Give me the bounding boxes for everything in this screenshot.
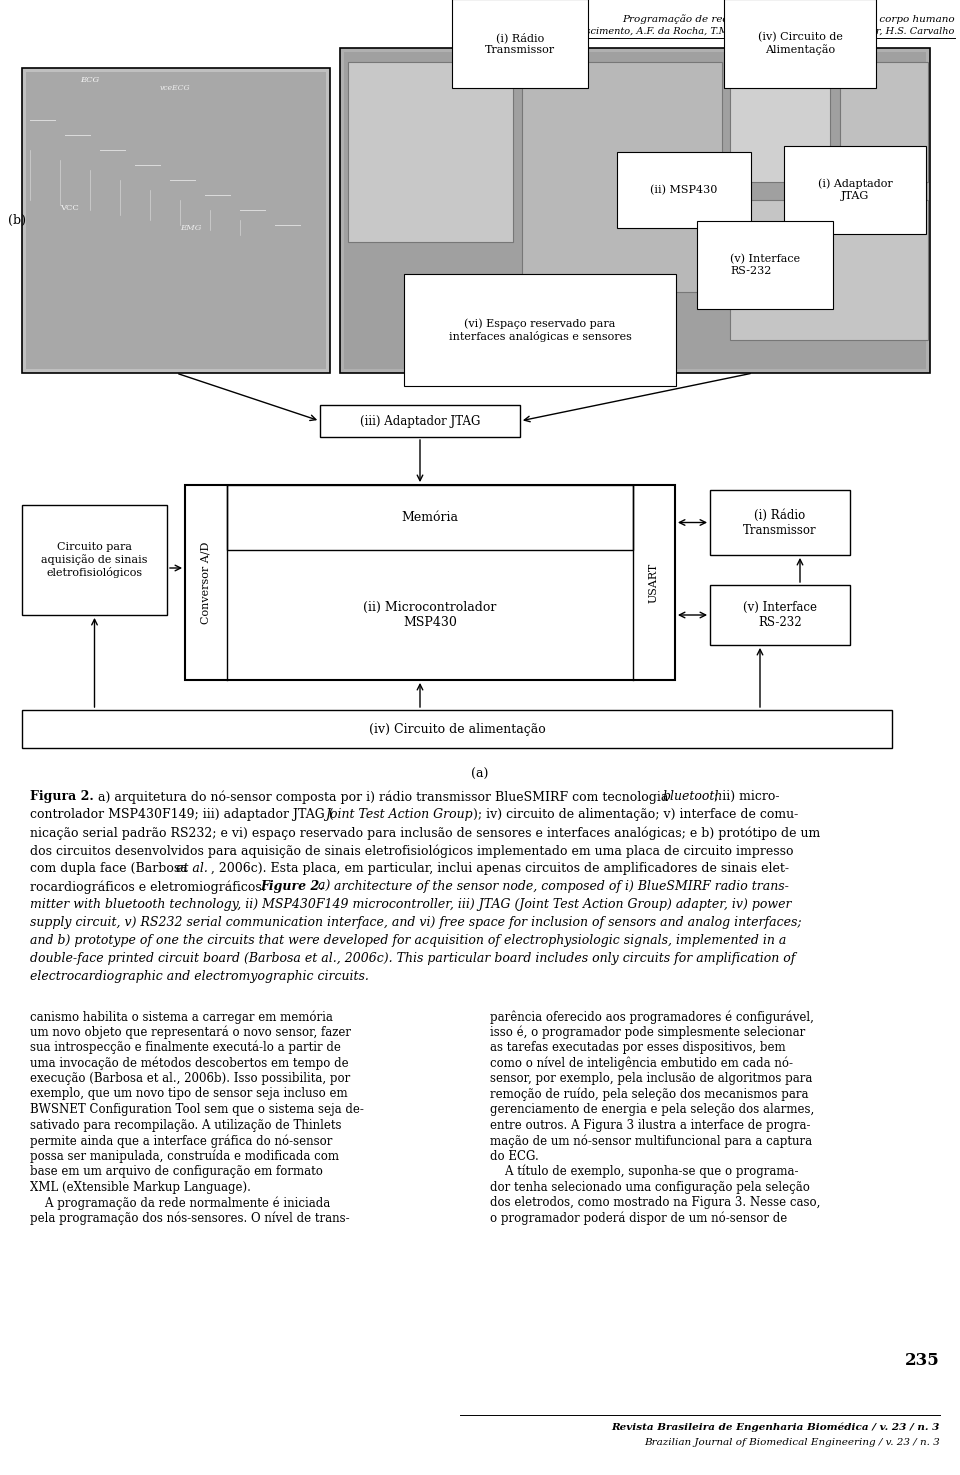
Text: (vi) Espaço reservado para
interfaces analógicas e sensores: (vi) Espaço reservado para interfaces an…	[448, 319, 632, 342]
Text: , 2006c). Esta placa, em particular, inclui apenas circuitos de amplificadores d: , 2006c). Esta placa, em particular, inc…	[211, 861, 789, 875]
Text: bluetooth: bluetooth	[662, 791, 722, 802]
Text: como o nível de inteligência embutido em cada nó-: como o nível de inteligência embutido em…	[490, 1056, 793, 1069]
Text: Conversor A/D: Conversor A/D	[201, 541, 211, 624]
Text: entre outros. A Figura 3 ilustra a interface de progra-: entre outros. A Figura 3 ilustra a inter…	[490, 1118, 810, 1131]
Text: sativado para recompilação. A utilização de Thinlets: sativado para recompilação. A utilização…	[30, 1118, 342, 1131]
Bar	[730, 62, 830, 181]
Text: (b): (b)	[8, 214, 26, 227]
Text: Memória: Memória	[401, 510, 459, 524]
Text: electrocardiographic and electromyographic circuits.: electrocardiographic and electromyograph…	[30, 971, 369, 982]
Text: Circuito para
aquisição de sinais
eletrofisiológicos: Circuito para aquisição de sinais eletro…	[41, 543, 148, 578]
Text: dos eletrodos, como mostrado na Figura 3. Nesse caso,: dos eletrodos, como mostrado na Figura 3…	[490, 1196, 821, 1210]
Text: A título de exemplo, suponha-se que o programa-: A título de exemplo, suponha-se que o pr…	[490, 1165, 799, 1179]
Text: canismo habilita o sistema a carregar em memória: canismo habilita o sistema a carregar em…	[30, 1010, 333, 1024]
Text: sensor, por exemplo, pela inclusão de algoritmos para: sensor, por exemplo, pela inclusão de al…	[490, 1072, 812, 1086]
Text: Figura 2.: Figura 2.	[30, 791, 94, 802]
Text: mação de um nó-sensor multifuncional para a captura: mação de um nó-sensor multifuncional par…	[490, 1134, 812, 1148]
Text: and b) prototype of one the circuits that were developed for acquisition of elec: and b) prototype of one the circuits tha…	[30, 934, 786, 947]
Bar	[348, 62, 513, 242]
Bar	[344, 52, 926, 369]
Text: A programação da rede normalmente é iniciada: A programação da rede normalmente é inic…	[30, 1196, 330, 1210]
Text: exemplo, que um novo tipo de sensor seja incluso em: exemplo, que um novo tipo de sensor seja…	[30, 1087, 348, 1100]
Text: remoção de ruído, pela seleção dos mecanismos para: remoção de ruído, pela seleção dos mecan…	[490, 1087, 808, 1100]
Text: 235: 235	[905, 1353, 940, 1369]
Text: USART: USART	[649, 562, 659, 603]
Text: ; ii) micro-: ; ii) micro-	[714, 791, 780, 802]
Text: (i) Adaptador
JTAG: (i) Adaptador JTAG	[818, 178, 893, 201]
Bar	[227, 485, 633, 550]
Bar	[22, 504, 167, 615]
Text: EMG: EMG	[180, 224, 202, 232]
Bar	[185, 485, 675, 680]
Text: architecture of the sensor node, composed of i) BlueSMIRF radio trans-: architecture of the sensor node, compose…	[334, 881, 789, 892]
Text: o programador poderá dispor de um nó-sensor de: o programador poderá dispor de um nó-sen…	[490, 1211, 787, 1226]
Text: a): a)	[318, 881, 334, 892]
Bar	[730, 201, 928, 341]
Bar	[320, 406, 520, 437]
Bar	[22, 68, 330, 373]
Text: dor tenha selecionado uma configuração pela seleção: dor tenha selecionado uma configuração p…	[490, 1180, 810, 1193]
Text: Figure 2.: Figure 2.	[260, 881, 324, 892]
Text: mitter with bluetooth technology, ii) MSP430F149 microcontroller, iii) JTAG (Joi: mitter with bluetooth technology, ii) MS…	[30, 898, 791, 912]
Text: vceECG: vceECG	[160, 84, 191, 91]
Text: com dupla face (Barbosa: com dupla face (Barbosa	[30, 861, 192, 875]
Bar	[840, 62, 928, 181]
Text: Revista Brasileira de Engenharia Biomédica / v. 23 / n. 3: Revista Brasileira de Engenharia Biomédi…	[612, 1422, 940, 1432]
Text: Brazilian Journal of Biomedical Engineering / v. 23 / n. 3: Brazilian Journal of Biomedical Engineer…	[644, 1438, 940, 1447]
Text: VCC: VCC	[60, 204, 79, 212]
Text: pela programação dos nós-sensores. O nível de trans-: pela programação dos nós-sensores. O nív…	[30, 1211, 349, 1226]
Text: uma invocação de métodos descobertos em tempo de: uma invocação de métodos descobertos em …	[30, 1056, 348, 1069]
Text: ECG: ECG	[80, 77, 99, 84]
Bar	[22, 709, 892, 748]
Text: F.A.O. Nascimento, A.F. da Rocha, T.M.G.A. Barbosa, I.G. Sene Junior, H.S. Carva: F.A.O. Nascimento, A.F. da Rocha, T.M.G.…	[540, 27, 955, 35]
Bar	[522, 62, 722, 292]
Text: dos circuitos desenvolvidos para aquisição de sinais eletrofisiológicos implemen: dos circuitos desenvolvidos para aquisiç…	[30, 844, 794, 857]
Text: (v) Interface
RS-232: (v) Interface RS-232	[743, 600, 817, 628]
Text: et al.: et al.	[176, 861, 208, 875]
Text: BWSNET Configuration Tool sem que o sistema seja de-: BWSNET Configuration Tool sem que o sist…	[30, 1103, 364, 1117]
Text: parência oferecido aos programadores é configurável,: parência oferecido aos programadores é c…	[490, 1010, 814, 1024]
Bar	[340, 49, 930, 373]
Text: (v) Interface
RS-232: (v) Interface RS-232	[730, 254, 800, 276]
Text: (i) Rádio
Transmissor: (i) Rádio Transmissor	[743, 509, 817, 537]
Text: ); iv) circuito de alimentação; v) interface de comu-: ); iv) circuito de alimentação; v) inter…	[473, 808, 799, 822]
Text: (a): (a)	[471, 768, 489, 780]
Text: controlador MSP430F149; iii) adaptador JTAG (: controlador MSP430F149; iii) adaptador J…	[30, 808, 334, 822]
Text: isso é, o programador pode simplesmente selecionar: isso é, o programador pode simplesmente …	[490, 1025, 805, 1038]
Text: possa ser manipulada, construída e modificada com: possa ser manipulada, construída e modif…	[30, 1149, 339, 1162]
Text: base em um arquivo de configuração em formato: base em um arquivo de configuração em fo…	[30, 1165, 323, 1179]
Text: rocardiográficos e eletromiográficos.: rocardiográficos e eletromiográficos.	[30, 881, 270, 894]
Text: (ii) Microcontrolador
MSP430: (ii) Microcontrolador MSP430	[363, 600, 496, 628]
Text: double-face printed circuit board (Barbosa et al., 2006c). This particular board: double-face printed circuit board (Barbo…	[30, 951, 796, 965]
Bar	[710, 490, 850, 555]
Text: (ii) MSP430: (ii) MSP430	[650, 184, 717, 195]
Text: Programação de redes de sensores utilizadas no corpo humano: Programação de redes de sensores utiliza…	[622, 13, 955, 24]
Bar	[26, 72, 326, 369]
Text: (iv) Circuito de alimentação: (iv) Circuito de alimentação	[369, 723, 545, 736]
Text: execução (Barbosa et al., 2006b). Isso possibilita, por: execução (Barbosa et al., 2006b). Isso p…	[30, 1072, 350, 1086]
Text: permite ainda que a interface gráfica do nó-sensor: permite ainda que a interface gráfica do…	[30, 1134, 332, 1148]
Text: Joint Test Action Group: Joint Test Action Group	[325, 808, 472, 822]
Text: um novo objeto que representará o novo sensor, fazer: um novo objeto que representará o novo s…	[30, 1025, 351, 1038]
Text: nicação serial padrão RS232; e vi) espaço reservado para inclusão de sensores e : nicação serial padrão RS232; e vi) espaç…	[30, 826, 820, 839]
Text: (iv) Circuito de
Alimentação: (iv) Circuito de Alimentação	[757, 32, 843, 55]
Text: do ECG.: do ECG.	[490, 1149, 539, 1162]
Text: gerenciamento de energia e pela seleção dos alarmes,: gerenciamento de energia e pela seleção …	[490, 1103, 814, 1117]
Text: sua introspecção e finalmente executá-lo a partir de: sua introspecção e finalmente executá-lo…	[30, 1041, 341, 1055]
Text: supply circuit, v) RS232 serial communication interface, and vi) free space for : supply circuit, v) RS232 serial communic…	[30, 916, 802, 929]
Text: XML (eXtensible Markup Language).: XML (eXtensible Markup Language).	[30, 1180, 251, 1193]
Text: (iii) Adaptador JTAG: (iii) Adaptador JTAG	[360, 414, 480, 428]
Text: as tarefas executadas por esses dispositivos, bem: as tarefas executadas por esses disposit…	[490, 1041, 785, 1055]
Text: a) arquitetura do nó-sensor composta por i) rádio transmissor BlueSMIRF com tecn: a) arquitetura do nó-sensor composta por…	[98, 791, 672, 804]
Bar	[710, 586, 850, 645]
Text: (i) Rádio
Transmissor: (i) Rádio Transmissor	[485, 32, 555, 55]
